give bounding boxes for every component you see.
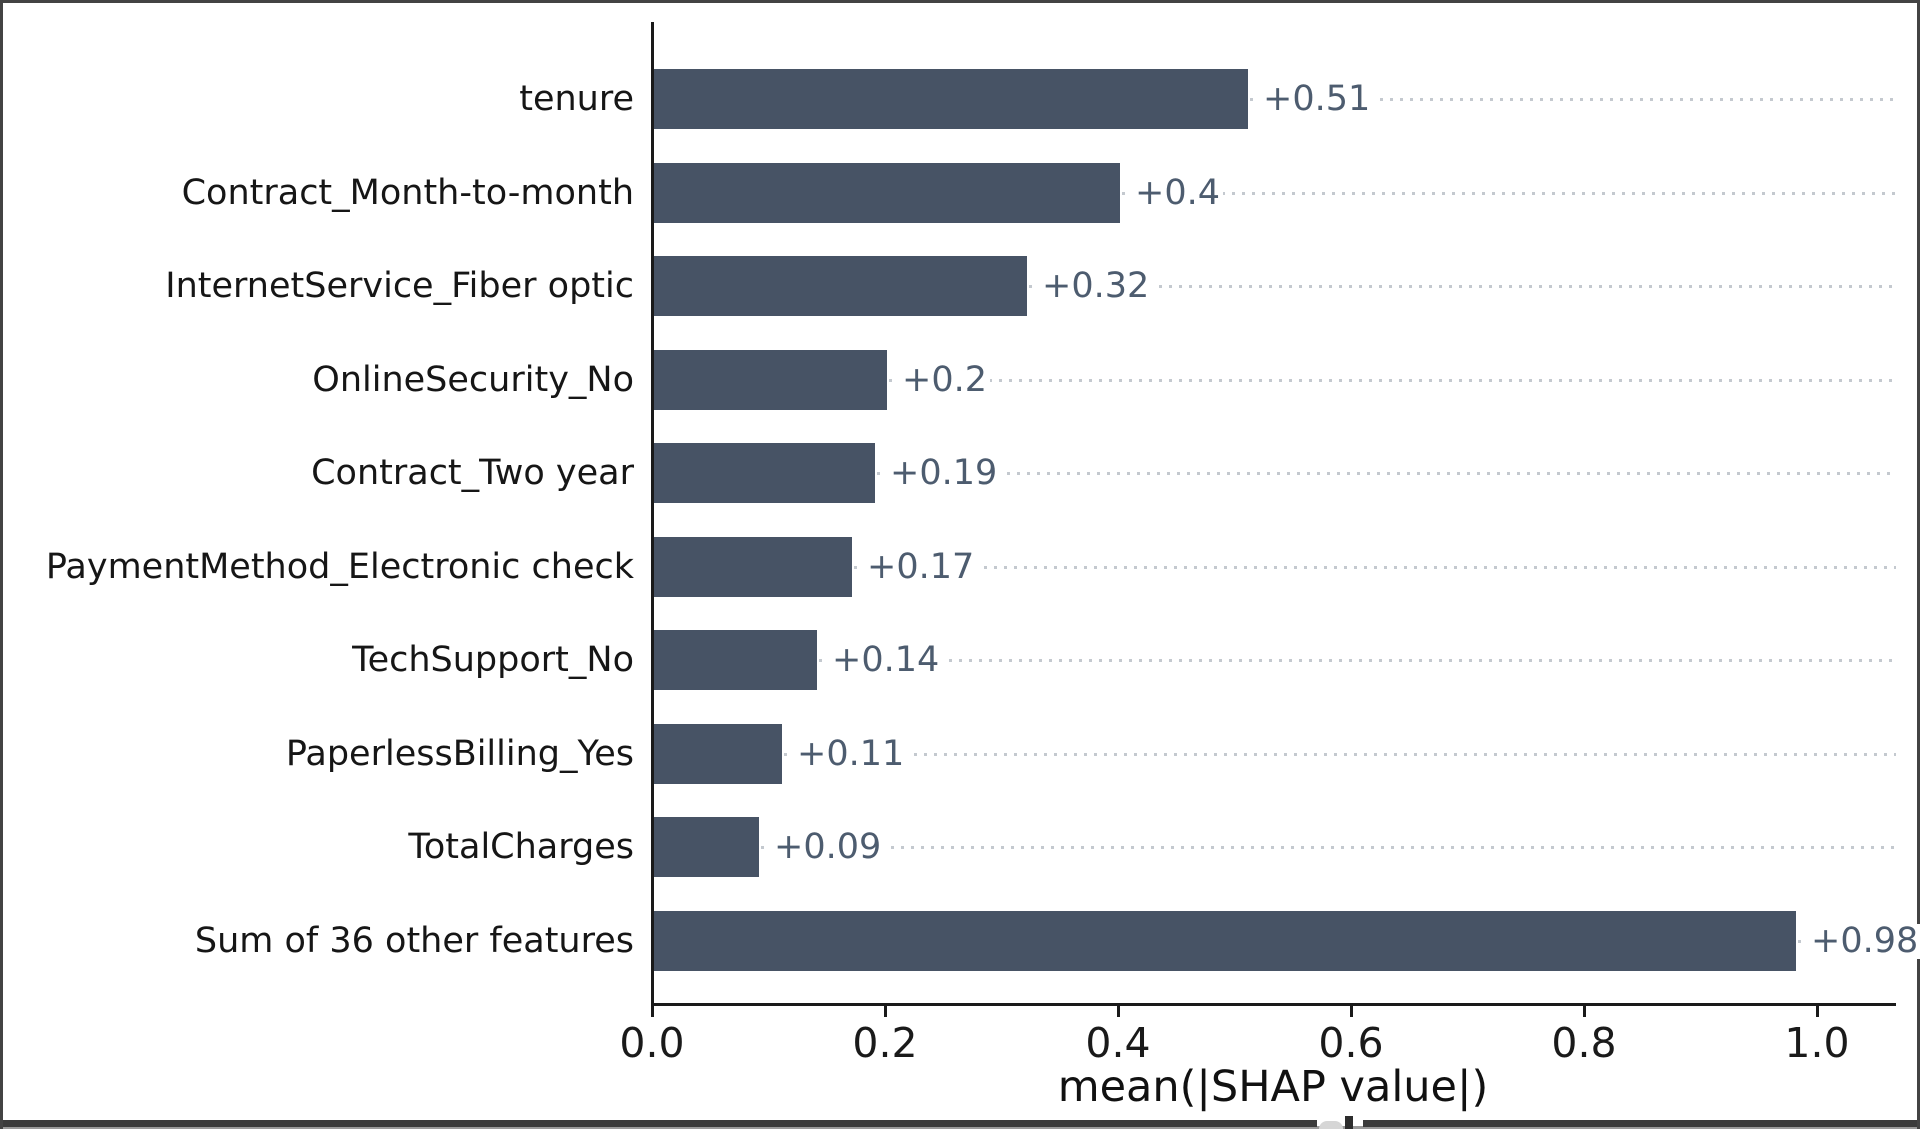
bar-value-label: +0.51 — [1260, 82, 1374, 117]
category-label: OnlineSecurity_No — [312, 359, 634, 400]
bottom-cutoff-strip-right — [1363, 1120, 1917, 1127]
category-label: tenure — [519, 79, 634, 119]
grid-dotted-line — [877, 472, 1896, 475]
x-tick — [1816, 1006, 1819, 1017]
bar-value-label: +0.19 — [887, 456, 1001, 491]
grid-dotted-line — [889, 378, 1896, 382]
bar — [654, 817, 759, 877]
bottom-cutoff-tick — [1345, 1116, 1353, 1129]
figure-border-left — [0, 0, 3, 1129]
x-tick-label: 0.0 — [619, 1019, 685, 1067]
grid-dotted-line — [784, 752, 1896, 756]
bar — [654, 536, 852, 597]
bar-value-label: +0.4 — [1132, 175, 1223, 211]
category-label: PaymentMethod_Electronic check — [45, 546, 634, 587]
figure-border-right — [1917, 0, 1920, 1129]
x-tick — [884, 1006, 887, 1017]
x-tick-label: 0.6 — [1318, 1019, 1384, 1067]
bar — [654, 69, 1248, 129]
x-tick — [1583, 1006, 1586, 1017]
bar — [654, 256, 1027, 316]
bar-value-label: +0.09 — [771, 830, 885, 865]
bottom-cutoff-blob — [1319, 1121, 1343, 1129]
category-label: InternetService_Fiber optic — [165, 266, 634, 306]
category-label: PaperlessBilling_Yes — [285, 733, 634, 774]
category-label: Contract_Two year — [311, 453, 634, 493]
bar — [654, 443, 875, 503]
grid-dotted-line — [761, 846, 1896, 849]
bottom-cutoff-shadow — [3, 1126, 1917, 1129]
x-tick — [651, 1006, 654, 1017]
bar-value-label: +0.2 — [899, 362, 990, 398]
grid-dotted-line — [1122, 191, 1896, 195]
category-label: TotalCharges — [408, 827, 634, 867]
x-axis-label: mean(|SHAP value|) — [1057, 1062, 1489, 1112]
category-label: TechSupport_No — [352, 640, 634, 680]
bottom-cutoff-strip-left — [3, 1120, 1317, 1127]
grid-dotted-line — [1029, 285, 1896, 288]
category-label: Sum of 36 other features — [194, 920, 634, 961]
x-tick-label: 0.4 — [1085, 1019, 1151, 1067]
x-tick — [1350, 1006, 1353, 1017]
x-tick-label: 1.0 — [1784, 1019, 1850, 1067]
bar — [654, 630, 817, 690]
x-axis-spine — [651, 1003, 1896, 1006]
bar — [654, 910, 1796, 971]
x-tick-label: 0.2 — [852, 1019, 918, 1067]
x-tick — [1117, 1006, 1120, 1017]
category-label: Contract_Month-to-month — [181, 172, 634, 213]
bar-value-label: +0.98 — [1808, 923, 1920, 959]
bar-value-label: +0.32 — [1039, 269, 1153, 304]
grid-dotted-line — [1250, 98, 1896, 101]
grid-dotted-line — [854, 565, 1896, 569]
x-tick-label: 0.8 — [1551, 1019, 1617, 1067]
bar — [654, 349, 887, 410]
bar — [654, 723, 782, 784]
grid-dotted-line — [819, 659, 1896, 662]
figure-border-top — [0, 0, 1920, 3]
bar — [654, 162, 1120, 223]
bar-value-label: +0.11 — [794, 736, 908, 772]
bar-value-label: +0.14 — [829, 643, 943, 678]
bar-value-label: +0.17 — [864, 549, 978, 585]
y-axis-spine — [651, 22, 654, 1006]
